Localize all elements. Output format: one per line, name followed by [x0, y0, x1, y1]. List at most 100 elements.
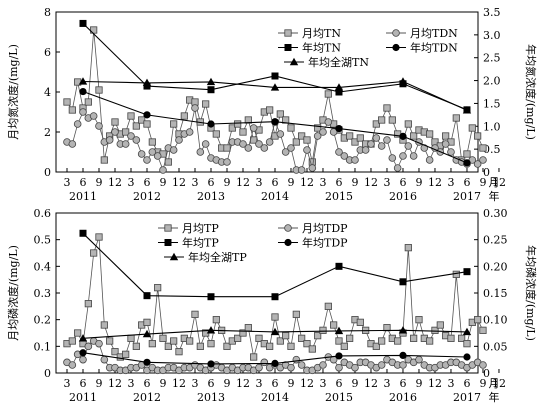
- x-axis-label-year: 年: [489, 189, 500, 203]
- x-tick-label: 6: [271, 377, 278, 390]
- series-年均TDN: [79, 87, 471, 167]
- x-year-label: 2016: [389, 391, 417, 404]
- x-tick-label: 3: [191, 176, 198, 189]
- x-tick-label: 6: [399, 176, 406, 189]
- data-point: [196, 148, 205, 156]
- data-point: [377, 142, 386, 150]
- x-tick-label: 12: [108, 176, 122, 189]
- data-point: [79, 355, 87, 364]
- data-point: [335, 148, 343, 156]
- data-point: [201, 140, 210, 148]
- y-tick-label: 0.5: [34, 234, 52, 247]
- data-point: [409, 152, 418, 160]
- y-tick-label: 2: [44, 126, 51, 139]
- data-point: [436, 321, 444, 329]
- data-point: [303, 136, 311, 144]
- data-point: [398, 326, 408, 334]
- data-point: [303, 146, 311, 154]
- legend-marker: [284, 29, 292, 37]
- legend-item: 年均TDP: [278, 236, 348, 250]
- data-point: [298, 334, 306, 342]
- data-point: [431, 326, 439, 334]
- x-tick-label: 3: [64, 176, 71, 189]
- x-tick-label: 12: [172, 377, 186, 390]
- y2-tick-label: 3.0: [483, 29, 501, 42]
- y2-tick-label: 3.5: [483, 6, 501, 19]
- series-年均全湖TN: [78, 77, 472, 114]
- data-point: [148, 340, 156, 348]
- legend-item: 月均TP: [158, 222, 219, 235]
- data-point: [137, 150, 146, 158]
- data-point: [170, 120, 178, 128]
- data-point: [164, 158, 172, 166]
- data-point: [383, 104, 391, 112]
- data-point: [186, 337, 194, 345]
- data-point: [388, 154, 397, 162]
- y-tick-label: 0: [44, 166, 51, 179]
- data-point: [68, 140, 77, 148]
- legend-label: 年均TDP: [302, 236, 348, 250]
- y-tick-label: 0.1: [34, 340, 52, 353]
- data-point: [340, 342, 348, 350]
- x-tick-label: 9: [287, 377, 294, 390]
- x-tick-label: 9: [351, 377, 358, 390]
- data-point: [191, 104, 199, 112]
- y2-tick-label: 0: [483, 367, 490, 380]
- data-point: [415, 355, 423, 364]
- data-point: [335, 88, 343, 96]
- data-point: [249, 124, 258, 132]
- data-point: [474, 132, 482, 140]
- y2-tick-label: 0.20: [483, 260, 508, 273]
- data-point: [340, 152, 349, 160]
- legend-marker: [289, 57, 299, 66]
- series-年均TDP: [79, 349, 471, 368]
- data-point: [351, 156, 359, 164]
- data-point: [175, 136, 183, 144]
- x-year-label: 2013: [197, 391, 225, 404]
- data-point: [143, 111, 151, 119]
- x-axis-label-year: 年: [489, 390, 500, 404]
- data-point: [143, 358, 151, 366]
- data-point: [463, 353, 471, 361]
- data-point: [143, 120, 151, 128]
- x-tick-label: 12: [108, 377, 122, 390]
- data-point: [329, 128, 338, 136]
- y2-tick-label: 2.0: [483, 75, 501, 88]
- data-point: [292, 310, 300, 318]
- x-axis-label-month: 月: [489, 176, 500, 189]
- x-year-label: 2012: [133, 391, 161, 404]
- data-point: [276, 337, 284, 345]
- data-point: [143, 292, 151, 300]
- data-point: [335, 337, 343, 345]
- series-月均TDN: [63, 104, 487, 174]
- data-point: [463, 268, 471, 276]
- data-point: [84, 98, 92, 106]
- y-tick-label: 0.4: [34, 260, 52, 273]
- x-tick-label: 3: [447, 176, 454, 189]
- data-point: [95, 339, 103, 348]
- data-point: [74, 329, 82, 337]
- legend-label: 月均TP: [182, 222, 219, 235]
- data-point: [153, 152, 162, 160]
- legend-label: 年均TN: [302, 41, 341, 55]
- x-tick-label: 12: [236, 176, 250, 189]
- data-point: [367, 140, 375, 148]
- data-point: [89, 112, 98, 120]
- data-point: [73, 120, 82, 128]
- data-point: [314, 332, 322, 340]
- data-point: [399, 132, 407, 140]
- x-tick-label: 6: [207, 176, 214, 189]
- x-tick-label: 12: [172, 176, 186, 189]
- data-point: [250, 353, 258, 361]
- data-point: [378, 116, 386, 124]
- data-point: [474, 316, 482, 324]
- data-point: [223, 158, 231, 166]
- data-point: [372, 342, 380, 350]
- data-point: [292, 138, 300, 146]
- x-tick-label: 6: [335, 176, 342, 189]
- data-point: [479, 144, 487, 152]
- x-tick-label: 12: [428, 176, 442, 189]
- data-point: [447, 148, 455, 156]
- legend-item: 年均全湖TN: [284, 55, 369, 69]
